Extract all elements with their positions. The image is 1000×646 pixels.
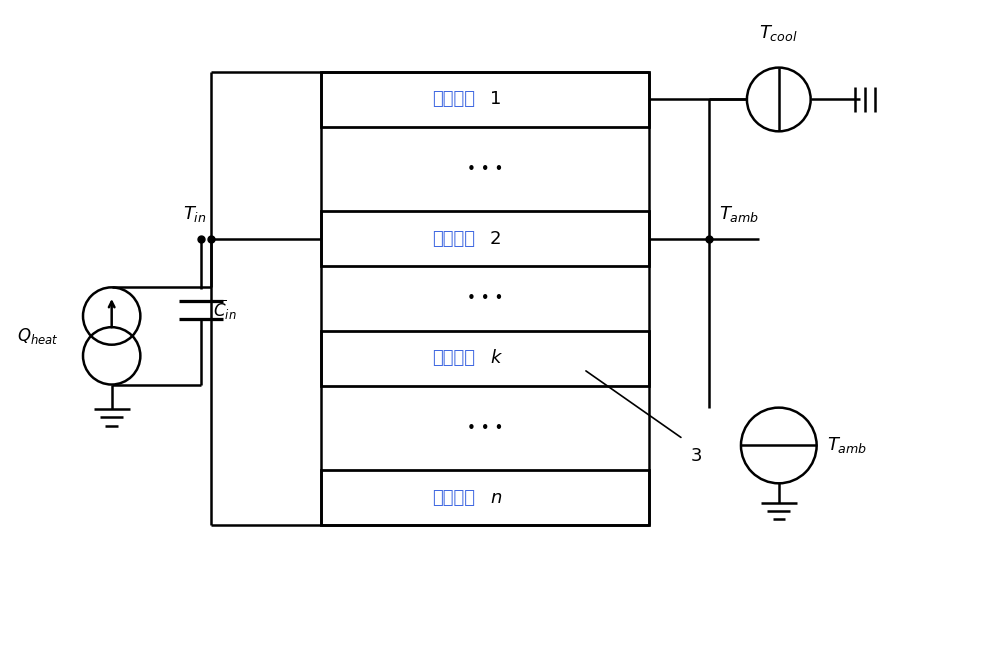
Text: 1: 1 <box>490 90 501 109</box>
Text: 传热路径: 传热路径 <box>432 489 475 506</box>
Text: 传热路径: 传热路径 <box>432 90 475 109</box>
Text: n: n <box>490 489 501 506</box>
Text: 2: 2 <box>490 230 502 248</box>
Text: • • •: • • • <box>467 421 503 435</box>
Text: 传热路径: 传热路径 <box>432 230 475 248</box>
Text: • • •: • • • <box>467 162 503 176</box>
Text: 3: 3 <box>691 447 703 465</box>
FancyBboxPatch shape <box>321 211 649 266</box>
Text: $\overline{C}_{in}$: $\overline{C}_{in}$ <box>213 298 237 322</box>
Text: $T_{amb}$: $T_{amb}$ <box>827 435 867 455</box>
Text: • • •: • • • <box>467 291 503 306</box>
Text: $Q_{heat}$: $Q_{heat}$ <box>17 326 59 346</box>
FancyBboxPatch shape <box>321 72 649 127</box>
FancyBboxPatch shape <box>321 470 649 525</box>
Text: $T_{in}$: $T_{in}$ <box>183 204 206 224</box>
Text: 传热路径: 传热路径 <box>432 349 475 368</box>
Text: $T_{cool}$: $T_{cool}$ <box>759 23 798 43</box>
Text: $T_{amb}$: $T_{amb}$ <box>719 204 759 224</box>
FancyBboxPatch shape <box>321 331 649 386</box>
Text: k: k <box>490 349 500 368</box>
